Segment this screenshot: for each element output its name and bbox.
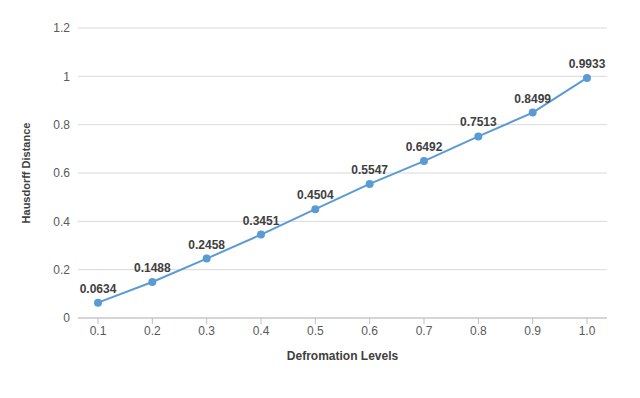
- svg-text:Hausdorff Distance: Hausdorff Distance: [20, 123, 32, 224]
- svg-text:0.6492: 0.6492: [406, 140, 443, 154]
- svg-text:0.5: 0.5: [307, 324, 324, 338]
- svg-text:0: 0: [63, 311, 70, 325]
- svg-text:0.1488: 0.1488: [134, 261, 171, 275]
- svg-text:0.3451: 0.3451: [243, 214, 280, 228]
- svg-text:0.4: 0.4: [53, 215, 70, 229]
- svg-text:0.8: 0.8: [470, 324, 487, 338]
- svg-text:0.3: 0.3: [198, 324, 215, 338]
- svg-text:0.8: 0.8: [53, 118, 70, 132]
- svg-text:0.2458: 0.2458: [188, 238, 225, 252]
- svg-text:0.5547: 0.5547: [351, 163, 388, 177]
- svg-text:1.2: 1.2: [53, 21, 70, 35]
- svg-text:0.7513: 0.7513: [460, 115, 497, 129]
- svg-text:1.0: 1.0: [579, 324, 596, 338]
- svg-text:0.6: 0.6: [53, 166, 70, 180]
- svg-text:0.8499: 0.8499: [514, 92, 551, 106]
- svg-text:0.9: 0.9: [524, 324, 541, 338]
- svg-text:Defromation Levels: Defromation Levels: [287, 349, 399, 363]
- svg-text:0.4: 0.4: [253, 324, 270, 338]
- svg-text:0.6: 0.6: [361, 324, 378, 338]
- svg-text:0.0634: 0.0634: [80, 282, 117, 296]
- svg-text:1: 1: [63, 70, 70, 84]
- svg-text:0.2: 0.2: [144, 324, 161, 338]
- svg-text:0.7: 0.7: [416, 324, 433, 338]
- svg-text:0.2: 0.2: [53, 263, 70, 277]
- svg-text:0.4504: 0.4504: [297, 188, 334, 202]
- svg-text:0.9933: 0.9933: [569, 57, 606, 71]
- svg-text:0.1: 0.1: [90, 324, 107, 338]
